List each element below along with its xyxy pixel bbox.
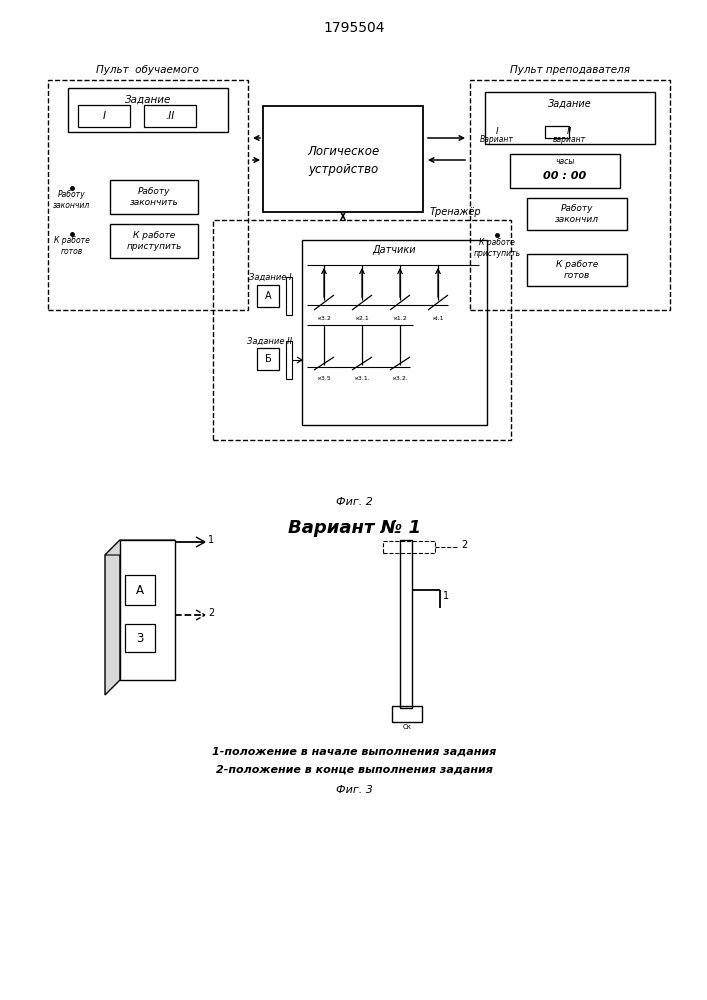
Bar <box>125 624 155 652</box>
Polygon shape <box>105 540 120 695</box>
Bar <box>485 92 655 144</box>
Text: Ск: Ск <box>402 724 411 730</box>
Bar <box>144 105 196 127</box>
Text: Работу
закончить: Работу закончить <box>129 187 178 207</box>
Text: вариант: вариант <box>552 135 585 144</box>
Text: устройство: устройство <box>308 162 378 176</box>
Text: А: А <box>136 584 144 596</box>
Text: Датчики: Датчики <box>373 245 416 255</box>
Text: 1795504: 1795504 <box>323 21 385 35</box>
Text: к3.1.: к3.1. <box>354 375 370 380</box>
Bar <box>78 105 130 127</box>
Text: 2: 2 <box>461 540 467 550</box>
Text: к3.2.: к3.2. <box>392 375 408 380</box>
Text: Задание II: Задание II <box>247 336 293 346</box>
Text: Работу
закончил: Работу закончил <box>555 204 599 224</box>
Polygon shape <box>120 540 175 680</box>
Bar <box>392 706 422 722</box>
Text: к3.2: к3.2 <box>317 316 331 320</box>
Bar <box>545 126 569 138</box>
Text: Работу
закончил: Работу закончил <box>53 190 90 210</box>
Text: к3.5: к3.5 <box>317 375 331 380</box>
Bar <box>125 575 155 605</box>
Bar <box>286 341 292 379</box>
Bar <box>257 348 279 370</box>
Bar <box>510 154 620 188</box>
Text: Задание I: Задание I <box>249 272 291 282</box>
Text: 1: 1 <box>208 535 214 545</box>
Bar <box>110 224 198 258</box>
Text: К работе
готов: К работе готов <box>556 260 598 280</box>
Text: II: II <box>566 126 572 135</box>
Bar <box>470 80 670 310</box>
Text: Вариант: Вариант <box>480 135 514 144</box>
Bar <box>213 220 511 440</box>
Bar <box>302 240 487 425</box>
Text: к1.2: к1.2 <box>393 316 407 320</box>
Text: к2.1: к2.1 <box>355 316 369 320</box>
Text: К работе
приступить: К работе приступить <box>127 231 182 251</box>
Polygon shape <box>105 540 175 555</box>
Text: Задание: Задание <box>125 95 171 105</box>
Bar <box>110 180 198 214</box>
Text: Фиг. 3: Фиг. 3 <box>336 785 373 795</box>
Text: Тренажёр: Тренажёр <box>429 207 481 217</box>
Text: кl.1: кl.1 <box>432 316 444 320</box>
Bar <box>286 277 292 315</box>
Text: К работе
готов: К работе готов <box>54 236 90 256</box>
Text: Б: Б <box>264 354 271 364</box>
Text: I: I <box>496 126 498 135</box>
Bar <box>527 198 627 230</box>
Text: Логическое: Логическое <box>307 144 379 157</box>
Text: Вариант № 1: Вариант № 1 <box>288 519 421 537</box>
Bar <box>48 80 248 310</box>
Text: 1-положение в начале выполнения задания: 1-положение в начале выполнения задания <box>212 747 496 757</box>
Text: А: А <box>264 291 271 301</box>
Text: I: I <box>103 111 105 121</box>
Text: 3: 3 <box>136 632 144 645</box>
Text: 2-положение в конце выполнения задания: 2-положение в конце выполнения задания <box>216 765 493 775</box>
Text: .II: .II <box>165 111 175 121</box>
Bar <box>383 541 435 553</box>
Text: К работе
приступить: К работе приступить <box>474 238 520 258</box>
Text: Пульт  обучаемого: Пульт обучаемого <box>96 65 199 75</box>
Text: Пульт преподавателя: Пульт преподавателя <box>510 65 630 75</box>
Text: 1: 1 <box>443 591 449 601</box>
Bar <box>68 88 228 132</box>
Bar <box>527 254 627 286</box>
Text: часы: часы <box>555 157 575 166</box>
Bar <box>257 285 279 307</box>
Text: Задание: Задание <box>548 99 592 109</box>
Bar <box>400 540 412 708</box>
Text: 2: 2 <box>208 608 214 618</box>
Text: 00 : 00: 00 : 00 <box>544 171 587 181</box>
Bar <box>263 106 423 212</box>
Text: Фиг. 2: Фиг. 2 <box>336 497 373 507</box>
